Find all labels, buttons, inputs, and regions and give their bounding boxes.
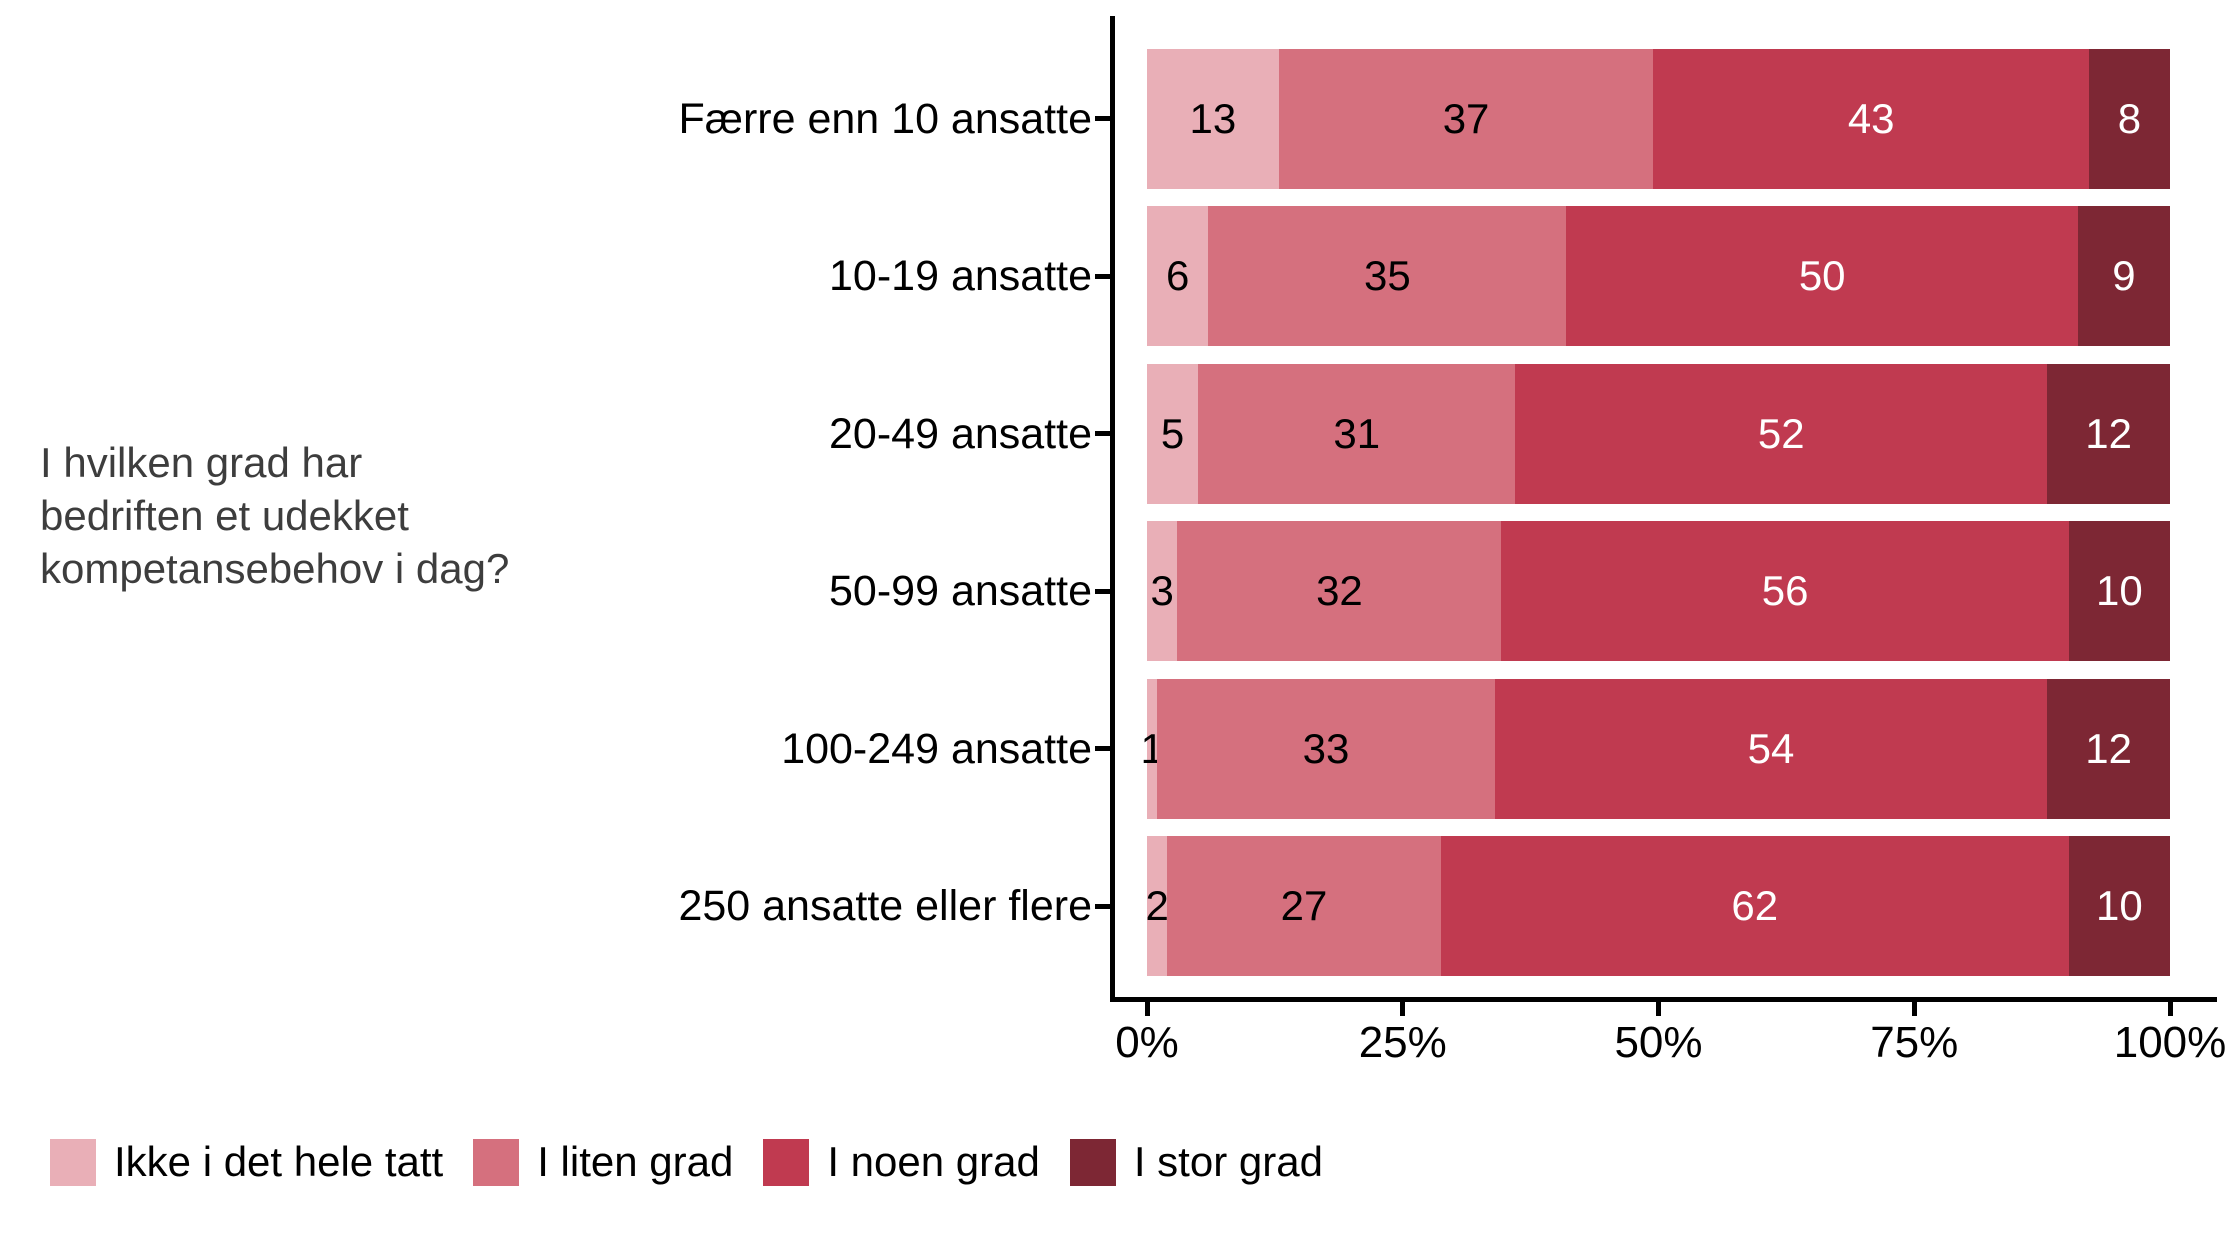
bar-row: 6 35 50 9 xyxy=(1147,206,2170,347)
bar-segment: 33 xyxy=(1157,678,1495,819)
bar-segment: 9 xyxy=(2077,206,2170,347)
bar-segment: 62 xyxy=(1440,836,2069,977)
bar-row: 2 27 62 10 xyxy=(1145,836,2170,977)
legend-label: Ikke i det hele tatt xyxy=(114,1138,444,1185)
bar-segment: 52 xyxy=(1515,363,2048,504)
category-label: 10-19 ansatte xyxy=(829,252,1092,301)
legend-swatch xyxy=(50,1138,96,1186)
bar-segment: 1 xyxy=(1140,678,1164,819)
bar-segment: 37 xyxy=(1278,48,1654,189)
bar-row: 3 32 56 10 xyxy=(1147,521,2170,662)
bar-value-label: 62 xyxy=(1731,882,1779,930)
bar-segment: 27 xyxy=(1167,836,1441,977)
legend-swatch xyxy=(763,1138,810,1186)
x-tick-mark xyxy=(1656,1002,1661,1016)
legend-label: I liten grad xyxy=(537,1138,734,1185)
bar-value-label: 3 xyxy=(1150,567,1174,615)
y-tick-mark xyxy=(1095,273,1110,279)
bar-row: 1 33 54 12 xyxy=(1140,678,2170,819)
bar-segment: 2 xyxy=(1145,836,1169,977)
category-label: 50-99 ansatte xyxy=(829,567,1092,616)
bar-value-label: 54 xyxy=(1747,724,1795,772)
category-label: 100-249 ansatte xyxy=(781,724,1092,773)
y-tick-mark xyxy=(1095,431,1110,437)
bar-segment: 31 xyxy=(1198,363,1516,504)
bar-value-label: 8 xyxy=(2117,94,2142,142)
bar-value-label: 43 xyxy=(1847,94,1895,142)
bar-value-label: 32 xyxy=(1316,567,1363,615)
y-axis-title-line: kompetansebehov i dag? xyxy=(40,545,510,592)
bar-value-label: 9 xyxy=(2112,252,2136,300)
bar-value-label: 5 xyxy=(1160,409,1185,457)
bar-value-label: 12 xyxy=(2085,724,2132,772)
y-tick-mark xyxy=(1095,588,1110,594)
bar-value-label: 52 xyxy=(1757,409,1805,457)
legend: Ikke i det hele tatt I liten grad I noen g… xyxy=(50,1138,1353,1186)
bar-segment: 32 xyxy=(1177,521,1502,662)
y-tick-mark xyxy=(1095,746,1110,752)
bar-segment: 3 xyxy=(1147,521,1178,662)
bar-segment: 54 xyxy=(1494,678,2048,819)
bar-segment: 12 xyxy=(2047,363,2170,504)
bar-value-label: 10 xyxy=(2095,567,2143,615)
x-tick-label: 50% xyxy=(1614,1018,1703,1067)
category-label: Færre enn 10 ansatte xyxy=(678,94,1092,143)
x-tick-label: 100% xyxy=(2113,1018,2227,1067)
legend-label: I stor grad xyxy=(1133,1138,1323,1185)
x-tick-mark xyxy=(1911,1002,1917,1016)
bar-segment: 10 xyxy=(2068,836,2170,977)
x-axis: 0% 25% 50% 75% 100% xyxy=(1115,1002,2226,1072)
y-axis-title-line: I hvilken grad har xyxy=(40,439,363,486)
legend-item: Ikke i det hele tatt xyxy=(50,1138,443,1186)
y-axis-title: I hvilken grad har bedriften et udekket … xyxy=(40,436,660,595)
y-tick-mark xyxy=(1095,903,1110,909)
bar-row: 5 31 52 12 xyxy=(1147,363,2170,504)
x-tick-mark xyxy=(2167,1002,2173,1016)
y-tick-mark xyxy=(1095,116,1110,122)
x-tick-label: 25% xyxy=(1358,1018,1447,1067)
y-axis-title-line: bedriften et udekket xyxy=(40,492,409,539)
x-tick-mark xyxy=(1400,1002,1406,1016)
bar-segment: 12 xyxy=(2047,678,2170,819)
x-tick-label: 0% xyxy=(1115,1018,1179,1067)
x-tick-label: 75% xyxy=(1870,1018,1959,1067)
bar-segment: 43 xyxy=(1653,48,2089,189)
bar-value-label: 31 xyxy=(1333,409,1381,457)
bar-value-label: 27 xyxy=(1280,882,1328,930)
bar-value-label: 56 xyxy=(1761,567,1809,615)
bar-segment: 50 xyxy=(1566,206,2078,347)
plot-panel xyxy=(1110,16,2217,1002)
bar-value-label: 37 xyxy=(1442,94,1490,142)
bar-value-label: 50 xyxy=(1798,252,1846,300)
bar-segment: 35 xyxy=(1208,206,1567,347)
bar-value-label: 6 xyxy=(1166,252,1190,300)
bar-row: 13 37 43 8 xyxy=(1147,48,2170,189)
category-label: 250 ansatte eller flere xyxy=(678,882,1092,931)
legend-item: I liten grad xyxy=(473,1138,733,1186)
bar-segment: 8 xyxy=(2088,48,2170,189)
legend-item: I stor grad xyxy=(1069,1138,1323,1186)
category-label: 20-49 ansatte xyxy=(829,409,1092,458)
legend-swatch xyxy=(1069,1138,1116,1186)
legend-swatch xyxy=(473,1138,520,1186)
legend-label: I noen grad xyxy=(827,1138,1040,1185)
bar-value-label: 13 xyxy=(1189,94,1237,142)
bar-segment: 10 xyxy=(2068,521,2170,662)
bar-segment: 13 xyxy=(1147,48,1279,189)
bar-value-label: 33 xyxy=(1302,724,1350,772)
bar-value-label: 10 xyxy=(2095,882,2143,930)
bar-value-label: 35 xyxy=(1364,252,1411,300)
bar-value-label: 2 xyxy=(1145,882,1169,930)
x-tick-mark xyxy=(1144,1002,1150,1016)
bar-value-label: 12 xyxy=(2085,409,2132,457)
bar-segment: 5 xyxy=(1147,363,1199,504)
bar-segment: 6 xyxy=(1147,206,1209,347)
legend-item: I noen grad xyxy=(763,1138,1040,1186)
bars-area: 13 37 43 8 6 35 50 9 5 31 52 12 3 32 56 10 1 33 54 12 2 27 62 1… xyxy=(1140,40,2170,985)
bar-segment: 56 xyxy=(1501,521,2069,662)
